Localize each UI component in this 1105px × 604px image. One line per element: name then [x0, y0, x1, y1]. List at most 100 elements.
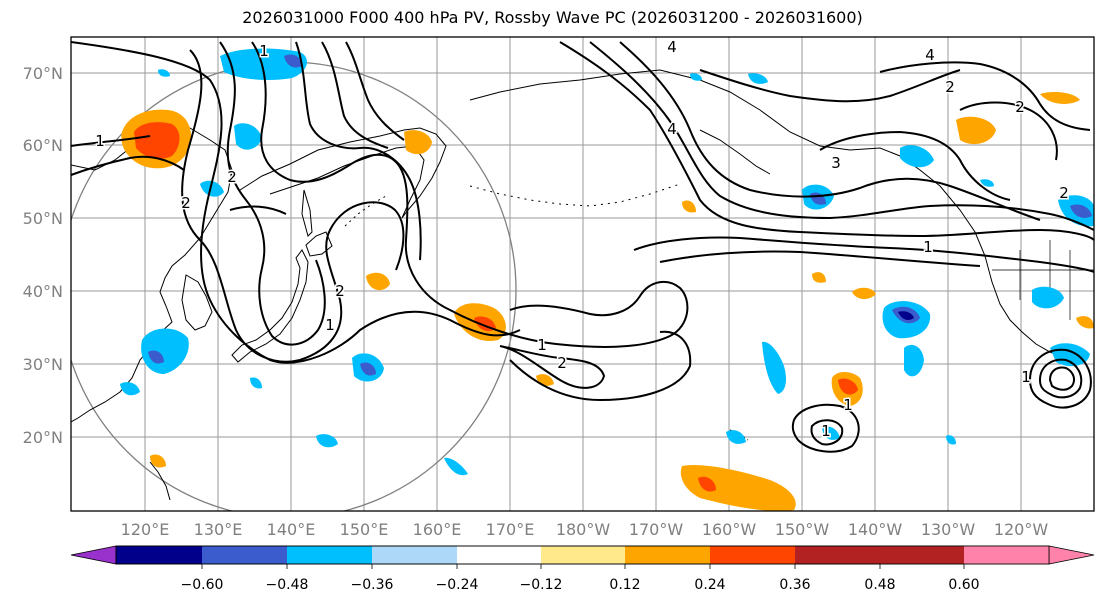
pv-contours	[71, 41, 1094, 453]
pv-anomaly-cold	[360, 362, 376, 376]
pv-anomaly-cold	[158, 69, 170, 77]
pv-anomaly-warm	[150, 454, 166, 468]
colorbar-segment	[457, 546, 541, 564]
contour-label: 2	[1015, 98, 1025, 116]
lat-label: 70°N	[23, 64, 63, 83]
colorbar-segment	[287, 546, 372, 564]
pv-anomaly-cold	[1032, 286, 1064, 309]
colorbar-extend-high	[1048, 545, 1095, 565]
lon-label: 130°E	[194, 520, 243, 539]
pv-anomaly-cold	[726, 430, 746, 444]
colorbar-tick: −0.48	[266, 577, 309, 593]
latitude-labels: 70°N 60°N 50°N 40°N 30°N 20°N	[23, 64, 63, 447]
pv-anomaly-cold	[284, 54, 302, 68]
map-border	[70, 36, 1095, 512]
pv-anomaly-cold	[250, 377, 262, 389]
lon-label: 170°W	[629, 520, 684, 539]
pv-anomaly-cold	[141, 328, 189, 374]
contour-label: 1	[537, 336, 547, 354]
colorbar-tick: 0.48	[864, 577, 895, 593]
lon-label: 150°W	[775, 520, 830, 539]
pv-anomaly-cold	[234, 123, 262, 150]
colorbar: −0.60 −0.48 −0.36 −0.24 −0.12 0.12 0.24 …	[70, 545, 1095, 593]
lon-label: 180°W	[556, 520, 611, 539]
contour-label: 2	[557, 354, 567, 372]
colorbar-segment	[541, 546, 625, 564]
gridlines	[71, 37, 1094, 511]
contour-label: 2	[1059, 184, 1069, 202]
pv-anomaly-warm	[838, 378, 858, 395]
pv-anomaly-cold	[900, 145, 934, 168]
pv-anomaly-cold	[444, 457, 468, 476]
colorbar-tick: 0.24	[694, 577, 725, 593]
contour-label: 1	[1021, 368, 1031, 386]
contour-label: 2	[945, 78, 955, 96]
contour-label: 4	[667, 38, 677, 56]
colorbar-segment	[116, 546, 202, 564]
lon-label: 140°E	[267, 520, 316, 539]
lat-label: 60°N	[23, 136, 63, 155]
contour-label: 4	[667, 120, 677, 138]
pv-anomaly-cold	[120, 382, 140, 396]
longitude-labels: 120°E 130°E 140°E 150°E 160°E 170°E 180°…	[121, 520, 1049, 539]
lon-label: 130°W	[921, 520, 976, 539]
colorbar-segment	[372, 546, 457, 564]
lon-label: 120°E	[121, 520, 170, 539]
colorbar-tick: −0.36	[351, 577, 394, 593]
pv-anomaly-warm	[1040, 92, 1080, 104]
pv-anomaly-cold	[748, 73, 768, 84]
contour-label: 2	[181, 194, 191, 212]
chart-title: 2026031000 F000 400 hPa PV, Rossby Wave …	[242, 8, 863, 27]
colorbar-segment	[202, 546, 287, 564]
pv-anomaly-warm	[366, 272, 390, 291]
lon-label: 160°W	[702, 520, 757, 539]
lon-label: 140°W	[848, 520, 903, 539]
colorbar-tick: 0.60	[948, 577, 979, 593]
pv-anomaly-warm	[698, 476, 716, 492]
pv-anomaly-warm	[682, 200, 696, 213]
colorbar-segment	[625, 546, 710, 564]
pv-anomaly-cold	[690, 73, 702, 81]
pv-anomaly-cold	[316, 434, 338, 448]
colorbar-tick: −0.24	[436, 577, 479, 593]
contour-label: 1	[843, 396, 853, 414]
colorbar-segment	[710, 546, 795, 564]
contour-label: 2	[335, 282, 345, 300]
contour-label: 1	[923, 238, 933, 256]
colorbar-segment	[880, 546, 964, 564]
pv-anomaly-cold	[980, 179, 994, 187]
contour-label: 2	[227, 168, 237, 186]
colorbar-segment	[795, 546, 880, 564]
pv-anomaly-cold	[904, 344, 924, 377]
colorbar-tick: 0.12	[609, 577, 640, 593]
pv-anomaly-warm	[680, 464, 796, 511]
contour-label: 1	[821, 422, 831, 440]
colorbar-extend-low	[70, 545, 117, 565]
pv-anomaly-warm	[134, 122, 180, 159]
lat-label: 30°N	[23, 355, 63, 374]
pv-anomaly-warm	[852, 287, 876, 300]
colorbar-tick: −0.60	[181, 577, 224, 593]
contour-label: 1	[259, 42, 269, 60]
contour-label: 3	[831, 154, 841, 172]
pv-anomaly-warm	[404, 130, 432, 155]
pv-anomaly-cold	[148, 350, 164, 364]
lat-label: 40°N	[23, 282, 63, 301]
pv-anomaly-warm	[956, 116, 996, 145]
pv-anomaly-cold	[1070, 204, 1092, 218]
colorbar-tick: 0.36	[779, 577, 810, 593]
pv-anomaly-warm	[812, 272, 826, 283]
pv-anomaly-cold	[898, 311, 914, 320]
lat-label: 20°N	[23, 428, 63, 447]
pv-anomaly-cold	[822, 426, 840, 440]
pv-shading	[120, 48, 1094, 511]
pv-anomaly-cold	[946, 435, 956, 445]
lon-label: 150°E	[340, 520, 389, 539]
colorbar-segment	[964, 546, 1049, 564]
pv-anomaly-cold	[762, 341, 786, 394]
pv-anomaly-cold	[200, 180, 224, 197]
lon-label: 170°E	[486, 520, 535, 539]
lon-label: 120°W	[994, 520, 1049, 539]
